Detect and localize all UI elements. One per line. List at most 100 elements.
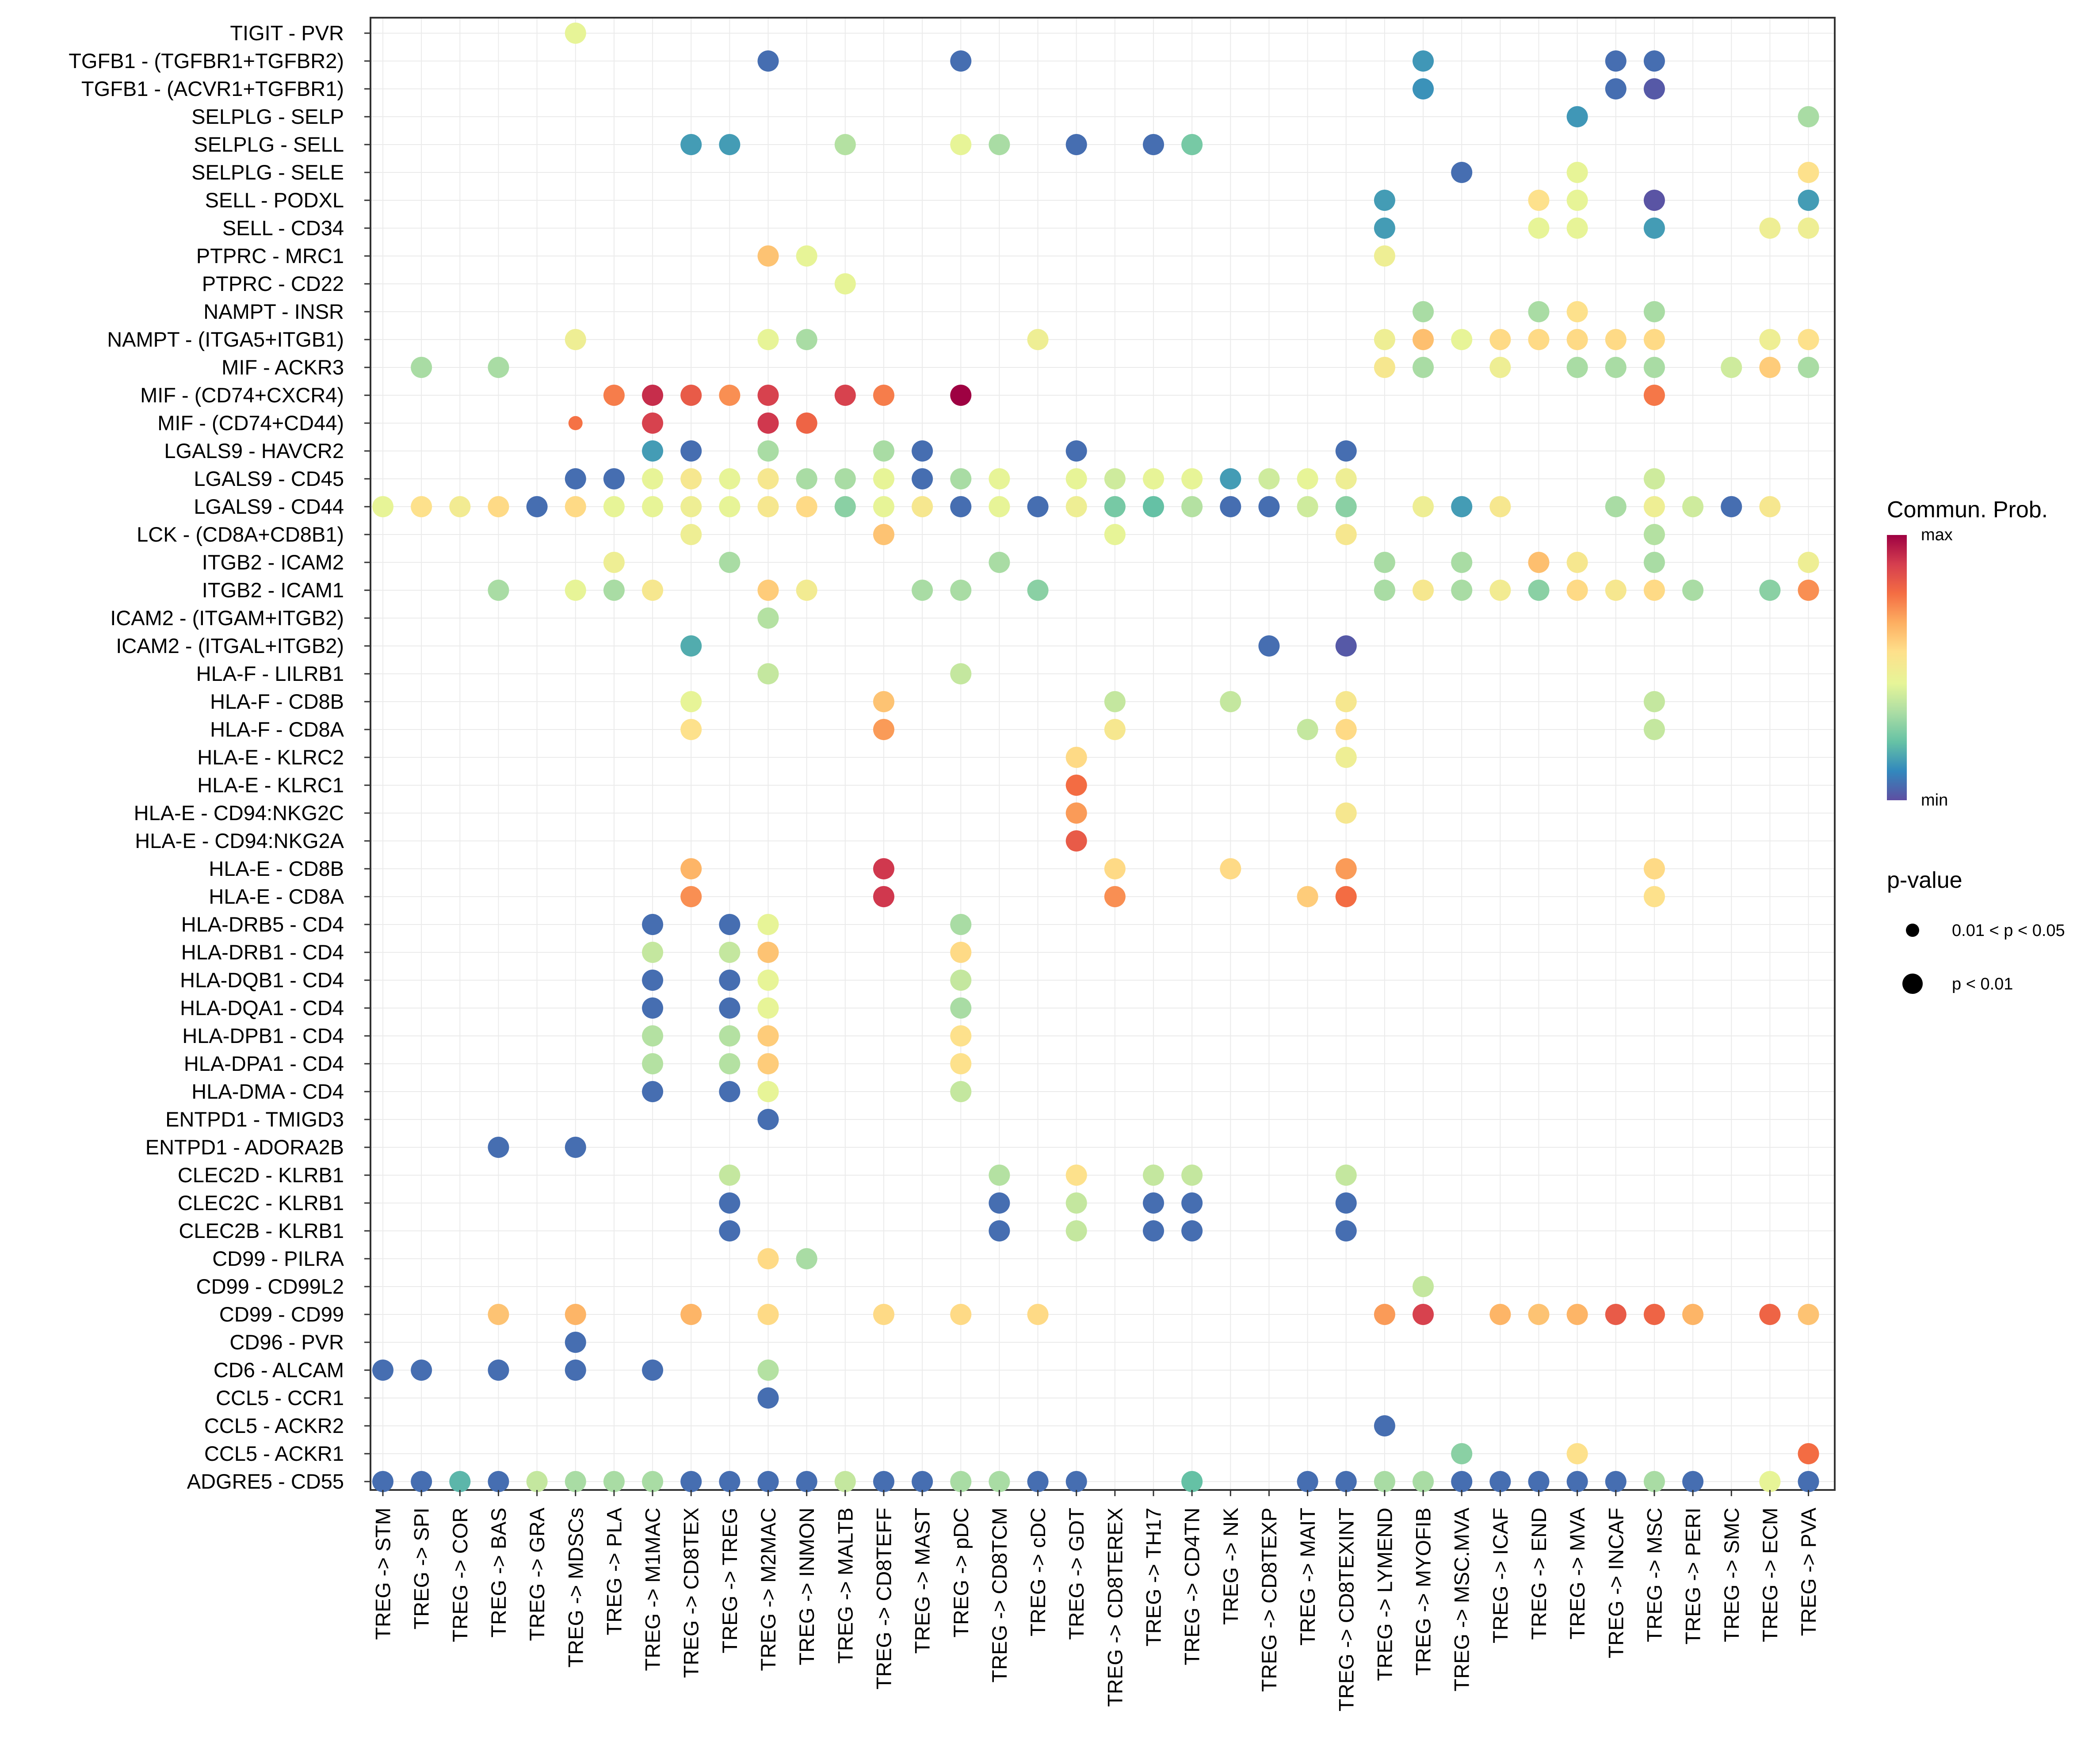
y-tick-label: TGFB1 - (ACVR1+TGFBR1)	[81, 77, 344, 100]
bubble-point	[642, 997, 664, 1019]
bubble-point	[1104, 468, 1126, 489]
x-tick-label: TREG -> M1MAC	[641, 1508, 664, 1671]
bubble-point	[1759, 357, 1781, 378]
size-legend-small-label: 0.01 < p < 0.05	[1952, 921, 2065, 940]
bubble-point	[719, 496, 741, 517]
bubble-point	[565, 1137, 586, 1158]
bubble-point	[1143, 1165, 1164, 1186]
bubble-point	[757, 997, 779, 1019]
bubble-point	[1374, 1471, 1395, 1492]
x-tick-label: TREG -> ECM	[1758, 1508, 1782, 1642]
bubble-point	[757, 440, 779, 462]
x-tick-label: TREG -> INMON	[795, 1508, 818, 1665]
y-tick-label: SELPLG - SELP	[191, 105, 344, 128]
color-legend-min-label: min	[1921, 791, 1948, 810]
y-tick-label: HLA-F - CD8A	[210, 718, 344, 741]
bubble-point	[1065, 468, 1087, 489]
x-tick-label: TREG -> cDC	[1026, 1508, 1050, 1636]
y-tick-label: HLA-E - CD94:NKG2C	[134, 801, 344, 825]
bubble-point	[1335, 635, 1357, 657]
x-tick-label: TREG -> TH17	[1142, 1508, 1165, 1646]
bubble-point	[912, 468, 933, 489]
bubble-point	[1335, 747, 1357, 768]
bubble-point	[642, 413, 664, 434]
bubble-point	[680, 886, 702, 907]
bubble-point	[1181, 496, 1203, 517]
bubble-point	[1104, 496, 1126, 517]
bubble-point	[1643, 78, 1665, 99]
bubble-point	[680, 440, 702, 462]
bubble-point	[1528, 218, 1550, 239]
bubble-point	[565, 23, 586, 44]
y-tick-label: HLA-DRB5 - CD4	[181, 913, 344, 936]
bubble-point	[1605, 496, 1627, 517]
bubble-point	[680, 385, 702, 406]
bubble-point	[1643, 357, 1665, 378]
x-tick-label: TREG -> CD8TEXP	[1257, 1508, 1281, 1692]
bubble-point	[1451, 162, 1473, 183]
y-tick-label: HLA-E - CD94:NKG2A	[135, 829, 344, 852]
bubble-point	[1413, 1471, 1434, 1492]
bubble-point	[1566, 580, 1588, 601]
bubble-point	[488, 1137, 509, 1158]
bubble-point	[1643, 691, 1665, 712]
y-tick-label: CD99 - CD99L2	[196, 1275, 344, 1298]
y-tick-label: CD96 - PVR	[229, 1330, 344, 1354]
bubble-point	[950, 1053, 972, 1074]
x-tick-label: TREG -> ICAF	[1489, 1508, 1512, 1643]
bubble-point	[603, 552, 625, 573]
bubble-point	[1759, 1304, 1781, 1325]
x-tick-label: TREG -> BAS	[487, 1508, 510, 1638]
bubble-point	[1220, 691, 1241, 712]
bubble-point	[642, 1053, 664, 1074]
bubble-point	[757, 1387, 779, 1409]
bubble-point	[1104, 691, 1126, 712]
bubble-point	[372, 496, 393, 517]
x-tick-label: TREG -> TREG	[718, 1508, 741, 1653]
bubble-point	[1759, 580, 1781, 601]
bubble-point	[1489, 357, 1511, 378]
bubble-point	[1451, 329, 1473, 350]
x-tick-label: TREG -> CD8TCM	[988, 1508, 1011, 1683]
bubble-point	[642, 1025, 664, 1047]
bubble-point	[950, 50, 972, 72]
x-tick-label: TREG -> CD8TEXINT	[1334, 1508, 1358, 1711]
y-tick-label: CCL5 - ACKR1	[204, 1442, 344, 1465]
y-tick-label: LGALS9 - HAVCR2	[164, 439, 344, 462]
bubble-point	[796, 1471, 817, 1492]
bubble-point	[757, 385, 779, 406]
y-tick-label: NAMPT - INSR	[203, 300, 344, 323]
bubble-point	[680, 1471, 702, 1492]
bubble-point	[1335, 524, 1357, 545]
bubble-point	[1566, 218, 1588, 239]
y-tick-label: PTPRC - CD22	[202, 272, 344, 295]
bubble-point	[1566, 1304, 1588, 1325]
bubble-point	[565, 496, 586, 517]
bubble-point	[1798, 580, 1819, 601]
bubble-point	[1335, 440, 1357, 462]
bubble-point	[1759, 329, 1781, 350]
bubble-point	[642, 440, 664, 462]
bubble-point	[873, 468, 894, 489]
y-tick-label: SELPLG - SELE	[191, 160, 344, 184]
x-tick-label: TREG -> SMC	[1720, 1508, 1743, 1642]
size-legend-small-dot	[1906, 924, 1919, 937]
y-tick-label: MIF - ACKR3	[221, 355, 344, 379]
bubble-point	[1798, 162, 1819, 183]
bubble-point	[1065, 1192, 1087, 1214]
bubble-point	[1451, 496, 1473, 517]
bubble-point	[1605, 580, 1627, 601]
bubble-point	[950, 580, 972, 601]
bubble-point	[449, 496, 471, 517]
y-tick-label: HLA-DQA1 - CD4	[180, 996, 344, 1020]
bubble-point	[1181, 1165, 1203, 1186]
x-tick-label: TREG -> MAST	[911, 1508, 934, 1654]
bubble-point	[1297, 719, 1318, 740]
bubble-point	[757, 329, 779, 350]
bubble-point	[1374, 245, 1395, 267]
bubble-point	[1065, 747, 1087, 768]
y-tick-label: HLA-E - CD8A	[209, 885, 344, 908]
bubble-point	[1181, 134, 1203, 155]
bubble-point	[719, 1081, 741, 1102]
bubble-point	[1605, 78, 1627, 99]
